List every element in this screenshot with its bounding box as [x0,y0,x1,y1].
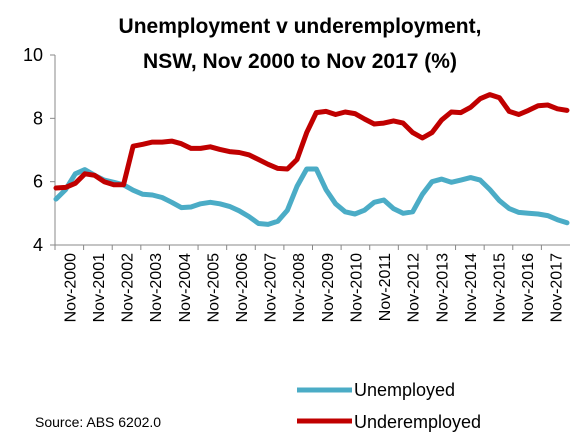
legend-label-underemployed: Underemployed [354,412,481,432]
x-tick-label: Nov-2001 [91,253,108,322]
x-tick-label: Nov-2006 [234,253,251,322]
x-tick-label: Nov-2004 [177,253,194,322]
series-lines [53,92,570,227]
legend: Unemployed Underemployed [297,380,481,432]
x-tick-label: Nov-2002 [120,253,137,322]
series-line-underemployed [53,92,570,191]
x-tick-label: Nov-2009 [320,253,337,322]
x-tick-label: Nov-2008 [291,253,308,322]
y-tick-label: 10 [23,45,43,65]
x-tick-label: Nov-2011 [377,253,394,321]
x-tick-label: Nov-2005 [205,253,222,322]
x-tick-label: Nov-2003 [148,253,165,322]
y-tick-label: 4 [33,235,43,255]
y-tick-label: 8 [33,108,43,128]
x-tick-label: Nov-2000 [62,253,79,322]
x-tick-label: Nov-2015 [491,253,508,322]
x-tick-label: Nov-2013 [434,253,451,322]
y-axis-ticks: 4 6 8 10 [23,45,55,255]
x-tick-label: Nov-2012 [406,253,423,322]
x-tick-label: Nov-2007 [263,253,280,322]
source-note: Source: ABS 6202.0 [35,414,161,430]
x-tick-label: Nov-2014 [463,253,480,322]
x-tick-label: Nov-2010 [348,253,365,322]
legend-label-unemployed: Unemployed [354,380,455,400]
x-tick-label: Nov-2016 [520,253,537,322]
series-line-unemployed [53,166,570,227]
chart-title-line-2: NSW, Nov 2000 to Nov 2017 (%) [143,50,457,73]
x-tick-label: Nov-2017 [549,253,566,322]
chart-title-line-1: Unemployment v underemployment, [119,15,482,38]
y-tick-label: 6 [33,172,43,192]
x-axis-ticks: Nov-2000 Nov-2001 Nov-2002 Nov-2003 Nov-2004… [54,245,566,322]
